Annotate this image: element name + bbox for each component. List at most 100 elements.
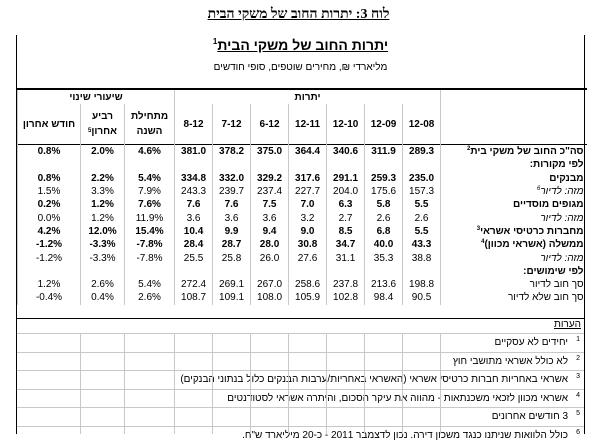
balance-value: 269.1 <box>212 277 251 292</box>
balance-value: 3.2 <box>288 211 327 225</box>
note-number: 6 <box>576 428 580 436</box>
balance-value: 25.8 <box>212 251 251 265</box>
change-value: 5.4% <box>123 171 175 185</box>
change-value: 7.6% <box>123 198 175 212</box>
row-label-text: לפי מקורות: <box>529 159 584 171</box>
balance-value: 40.0 <box>364 238 403 252</box>
balance-value: 7.0 <box>288 198 327 212</box>
row-label: לפי מקורות: <box>440 158 587 172</box>
balance-col-header: 12-08 <box>402 104 441 145</box>
change-value: -3.3% <box>80 251 125 265</box>
change-value: 5.4% <box>123 277 175 292</box>
balance-value: 43.3 <box>402 238 441 252</box>
change-col-header: מתחילת השנה <box>123 104 175 145</box>
change-value: 3.3% <box>80 184 125 199</box>
table-title-text: יתרות החוב של משקי הבית <box>217 37 389 53</box>
table-title-footnote: 1 <box>212 37 218 46</box>
row-label-text: סך חוב לדיור <box>529 279 584 291</box>
row-label: מזה: לדיור <box>440 251 587 265</box>
change-value: -1.2% <box>17 238 81 252</box>
balance-value: 329.2 <box>250 171 289 185</box>
label-header-empty <box>440 88 587 104</box>
change-value: 0.4% <box>80 291 125 305</box>
balance-value: 364.4 <box>288 144 327 159</box>
row-label-text: סה"כ החוב של משקי בית <box>470 146 584 158</box>
balance-value <box>326 158 365 172</box>
balance-value: 2.6 <box>364 211 403 225</box>
balance-value: 332.0 <box>212 171 251 185</box>
balance-value: 108.0 <box>250 291 289 305</box>
note-item: 3 אשראי באחריות חברות כרטיסי אשראי (האשרא… <box>17 370 584 389</box>
table-row: -1.2% -3.3% -7.8% 25.5 25.8 26.0 27.6 31.1 35.3 3… <box>17 251 587 265</box>
balance-value: 334.8 <box>174 171 213 185</box>
row-label-text: סך חוב שלא לדיור <box>507 292 584 304</box>
note-item: 1 יחידים לא עסקיים <box>17 333 584 352</box>
balance-value: 8.5 <box>326 224 365 239</box>
balance-value: 7.5 <box>250 198 289 212</box>
balance-value: 175.6 <box>364 184 403 199</box>
balance-value: 102.8 <box>326 291 365 305</box>
row-label-text: ממשלה (אשראי מכוון) <box>484 239 584 251</box>
change-value: 2.0% <box>80 144 125 159</box>
balance-value <box>288 158 327 172</box>
row-label-text: לפי שימושים: <box>523 265 584 277</box>
change-value: -7.8% <box>123 238 175 252</box>
balance-value <box>212 264 251 278</box>
balance-value: 198.8 <box>402 277 441 292</box>
footnote-mark: 6 <box>537 186 541 193</box>
balance-value: 204.0 <box>326 184 365 199</box>
balance-value: 235.0 <box>402 171 441 185</box>
row-label-text: מחברות כרטיסי אשראי <box>480 225 584 237</box>
balance-value: 28.4 <box>174 238 213 252</box>
row-label: ממשלה (אשראי מכוון)4 <box>440 238 587 252</box>
change-value: 0.8% <box>17 144 81 159</box>
balance-col-header: 7-12 <box>212 104 251 145</box>
change-value: 2.6% <box>123 291 175 305</box>
row-label-text: מזה: לדיור <box>540 212 584 224</box>
row-label: סה"כ החוב של משקי בית2 <box>440 144 587 159</box>
change-value: 1.2% <box>17 277 81 292</box>
balance-value: 26.0 <box>250 251 289 265</box>
balance-value <box>288 264 327 278</box>
change-value: -3.3% <box>80 238 125 252</box>
balance-value <box>250 158 289 172</box>
balance-value: 27.6 <box>288 251 327 265</box>
balance-value: 31.1 <box>326 251 365 265</box>
row-label: סך חוב שלא לדיור <box>440 291 587 305</box>
balance-value: 7.6 <box>212 198 251 212</box>
table-row: 0.2% 1.2% 7.6% 7.6 7.6 7.5 7.0 6.3 5.8 5.5 מגופים … <box>17 198 587 212</box>
row-label: סך חוב לדיור <box>440 277 587 292</box>
change-value: 15.4% <box>123 224 175 239</box>
change-value <box>17 158 81 172</box>
row-label: מזה: לדיור <box>440 211 587 225</box>
note-item: 2 לא כולל אשראי מתושבי חוץ <box>17 351 584 371</box>
debt-table-sheet: יתרות החוב של משקי הבית1 מליארדי ₪, מחיר… <box>16 35 587 441</box>
balance-col-header: 6-12 <box>250 104 289 145</box>
row-label-text: מזה: לדיור <box>540 186 584 198</box>
note-number: 3 <box>576 373 580 381</box>
balance-value <box>212 158 251 172</box>
balance-value: 5.5 <box>402 224 441 239</box>
balance-value: 291.1 <box>326 171 365 185</box>
change-value: 4.2% <box>17 224 81 239</box>
balance-value: 289.3 <box>402 144 441 159</box>
balance-value: 9.9 <box>212 224 251 239</box>
note-item: 5 3 חודשים אחרונים <box>17 407 584 426</box>
balance-value: 109.1 <box>212 291 251 305</box>
row-label-text: מזה: לדיור <box>540 252 584 264</box>
table-row: 0.0% 1.2% 11.9% 3.6 3.6 3.6 3.2 2.7 2.6 2.6 מזה: ל… <box>17 211 587 225</box>
balance-value: 258.6 <box>288 277 327 292</box>
change-rates-header: שיעורי שינוי <box>16 88 175 104</box>
balance-value: 5.5 <box>402 198 441 212</box>
page-title: לוח 3: יתרות החוב של משקי הבית <box>207 7 390 22</box>
row-label: מחברות כרטיסי אשראי3 <box>440 224 587 239</box>
note-item: 6 כולל הלוואות שניתנו כנגד משכון דירה. נכ… <box>17 425 584 445</box>
table-row: 0.8% 2.2% 5.4% 334.8 332.0 329.2 317.6 291.1 259… <box>17 171 587 185</box>
label-col-header <box>440 104 587 145</box>
balance-value: 227.7 <box>288 184 327 199</box>
balances-header: יתרות <box>174 88 441 104</box>
balance-value: 272.4 <box>174 277 213 292</box>
change-col-header: חודש אחרון <box>17 104 81 145</box>
change-value: 2.6% <box>80 277 125 292</box>
note-number: 1 <box>576 336 580 343</box>
